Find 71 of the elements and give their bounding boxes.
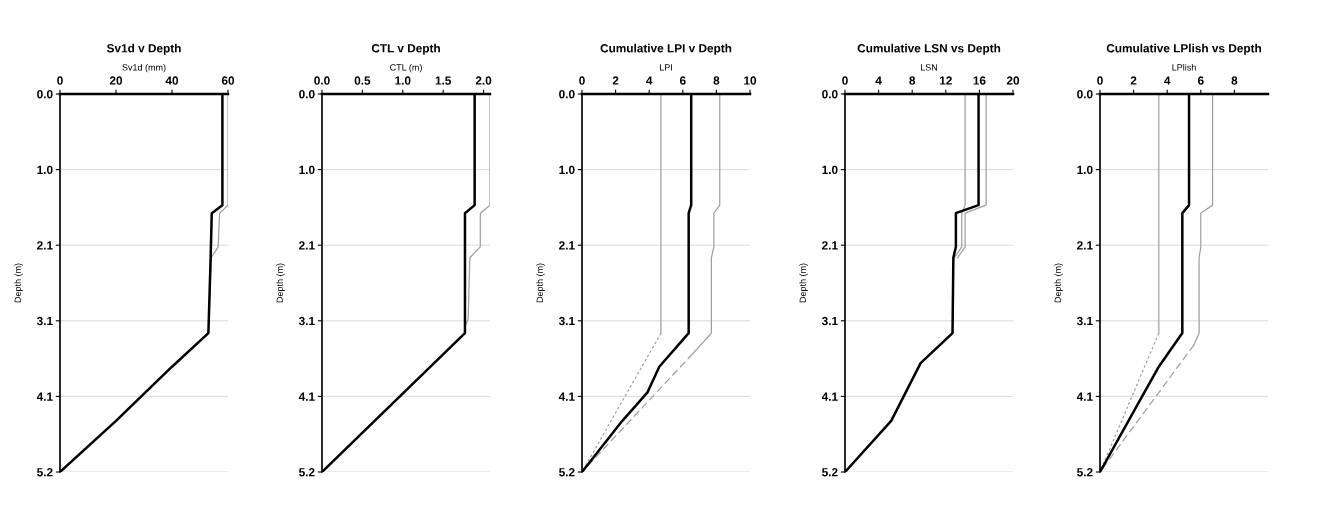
y-tick-label: 5.2 [299, 468, 315, 477]
y-tick-label: 5.2 [559, 468, 575, 477]
y-axis-title: Depth (m) [14, 263, 23, 303]
chart-title: Cumulative LPlish vs Depth [1106, 43, 1262, 55]
y-axis-title: Depth (m) [1054, 263, 1063, 303]
x-tick-label: 0 [1097, 76, 1103, 85]
y-tick-label: 2.1 [822, 241, 838, 250]
x-tick-label: 0 [842, 76, 848, 85]
y-tick-label: 3.1 [1076, 316, 1093, 326]
x-tick-label: 4 [1164, 76, 1171, 85]
x-tick-label: 12 [939, 76, 952, 85]
x-tick-label: 60 [221, 76, 235, 85]
y-tick-label: 0.0 [1077, 90, 1093, 99]
x-axis-title: LPlish [1172, 63, 1196, 71]
x-tick-label: 8 [1231, 76, 1238, 85]
x-axis-title: CTL (m) [390, 63, 422, 73]
x-tick-label: 10 [744, 76, 757, 85]
x-tick-label: 0.5 [354, 76, 371, 85]
y-tick-label: 2.1 [37, 241, 53, 250]
x-tick-label: 20 [109, 76, 123, 85]
x-tick-label: 8 [713, 76, 720, 85]
y-tick-label: 4.1 [298, 392, 315, 401]
y-tick-label: 3.1 [558, 316, 575, 326]
y-tick-label: 3.1 [36, 316, 53, 326]
x-axis-title: LSN [920, 64, 938, 71]
y-tick-label: 5.2 [37, 468, 53, 477]
y-tick-label: 2.1 [299, 241, 315, 250]
x-tick-label: 6 [1197, 76, 1204, 85]
y-tick-label: 5.2 [822, 468, 838, 477]
y-tick-label: 0.0 [822, 90, 838, 99]
x-tick-label: 4 [646, 76, 653, 85]
y-axis-title: Depth (m) [276, 263, 285, 303]
x-tick-label: 2 [612, 76, 619, 85]
x-tick-label: 0 [57, 76, 63, 85]
y-tick-label: 0.0 [299, 90, 315, 99]
y-tick-label: 1.0 [1077, 165, 1093, 174]
x-tick-label: 2 [1130, 76, 1137, 85]
y-tick-label: 2.1 [1077, 241, 1093, 250]
x-tick-label: 0.0 [314, 76, 330, 85]
y-tick-label: 2.1 [559, 241, 575, 250]
y-axis-title: Depth (m) [536, 263, 545, 303]
y-tick-label: 0.0 [559, 90, 575, 99]
chart-title: CTL v Depth [371, 43, 440, 55]
y-tick-label: 4.1 [821, 392, 838, 401]
y-tick-label: 1.0 [37, 165, 53, 174]
y-tick-label: 4.1 [36, 392, 53, 401]
x-tick-label: 2.0 [475, 76, 492, 85]
x-axis-title: Sv1d (mm) [122, 63, 166, 73]
x-axis-title: LPI [659, 64, 672, 71]
y-tick-label: 4.1 [558, 392, 575, 401]
y-tick-label: 4.1 [1076, 392, 1093, 401]
y-tick-label: 3.1 [821, 316, 838, 326]
y-axis-title: Depth (m) [799, 263, 808, 303]
x-tick-label: 1.5 [435, 76, 452, 85]
x-tick-label: 8 [909, 76, 916, 85]
chart-title: Sv1d v Depth [106, 43, 181, 55]
y-tick-label: 1.0 [299, 165, 315, 174]
y-tick-label: 1.0 [822, 165, 838, 174]
x-tick-label: 20 [1006, 76, 1020, 85]
x-tick-label: 4 [875, 76, 882, 85]
x-tick-label: 1.0 [395, 76, 411, 85]
x-tick-label: 6 [679, 76, 686, 85]
y-tick-label: 3.1 [298, 316, 315, 326]
x-tick-label: 16 [973, 76, 986, 85]
x-tick-label: 0 [579, 76, 585, 85]
y-tick-label: 0.0 [37, 90, 53, 99]
x-tick-label: 40 [165, 76, 179, 85]
chart-title: Cumulative LPI v Depth [600, 43, 732, 55]
y-tick-label: 1.0 [559, 165, 575, 174]
y-tick-label: 5.2 [1077, 468, 1093, 477]
chart-title: Cumulative LSN vs Depth [857, 43, 1001, 55]
